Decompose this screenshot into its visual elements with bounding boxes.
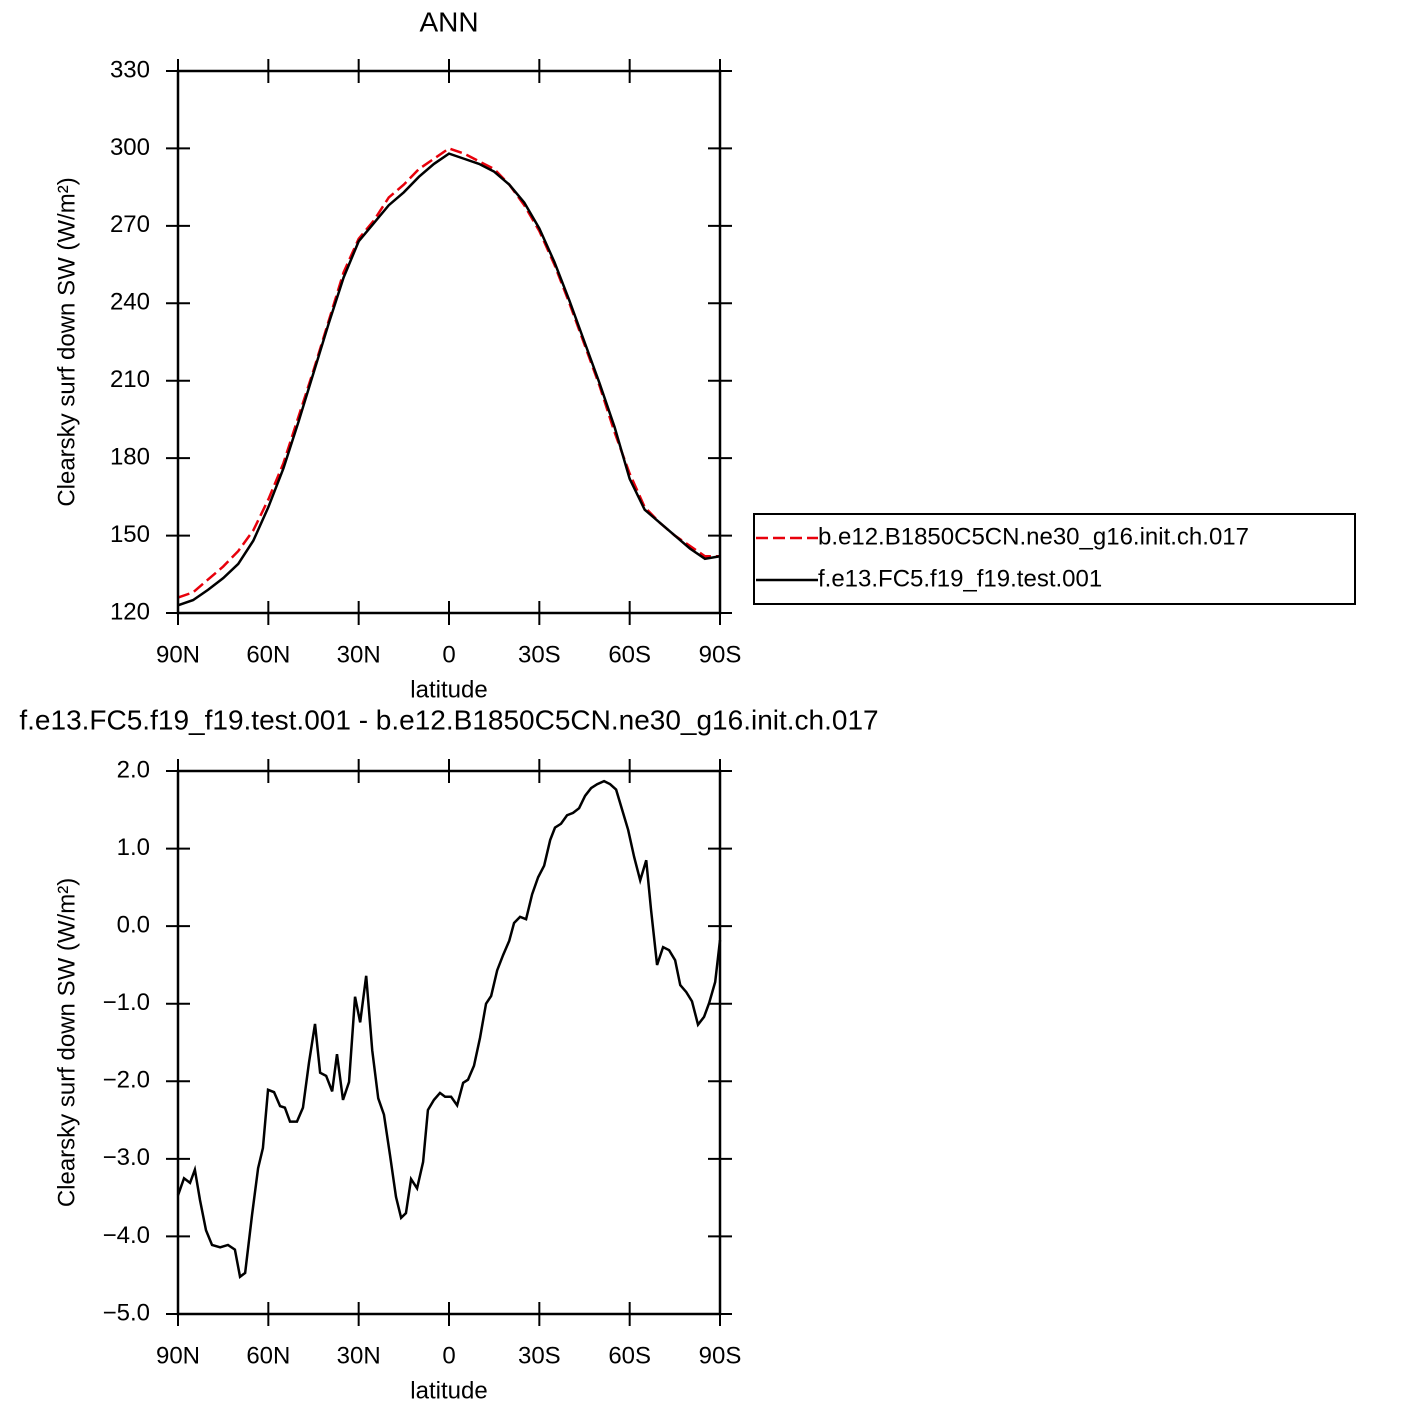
y-axis-label: Clearsky surf down SW (W/m²)	[53, 177, 80, 506]
plot-frame	[176, 69, 722, 615]
y-tick-label: 270	[110, 211, 150, 238]
y-tick-label: −4.0	[103, 1222, 150, 1249]
y-tick-label: −5.0	[103, 1299, 150, 1326]
y-tick-label: 240	[110, 289, 150, 316]
y-tick-label: 180	[110, 443, 150, 470]
y-tick-label: 120	[110, 598, 150, 625]
x-tick-label: 30S	[518, 1342, 561, 1369]
x-tick-label: 90S	[699, 1342, 742, 1369]
x-tick-label: 90N	[156, 641, 200, 668]
x-tick-label: 60N	[246, 1342, 290, 1369]
x-tick-label: 60N	[246, 641, 290, 668]
y-tick-label: 300	[110, 134, 150, 161]
y-axis-label: Clearsky surf down SW (W/m²)	[53, 878, 80, 1207]
x-axis-label: latitude	[410, 676, 487, 703]
x-axis-label: latitude	[410, 1377, 487, 1404]
y-tick-label: −3.0	[103, 1144, 150, 1171]
chart-title: ANN	[419, 6, 478, 37]
x-tick-label: 0	[442, 641, 455, 668]
x-tick-label: 90N	[156, 1342, 200, 1369]
x-tick-label: 60S	[608, 641, 651, 668]
y-tick-label: 330	[110, 56, 150, 83]
legend-label: f.e13.FC5.f19_f19.test.001	[818, 565, 1102, 592]
y-tick-label: 150	[110, 521, 150, 548]
x-tick-label: 90S	[699, 641, 742, 668]
x-tick-label: 60S	[608, 1342, 651, 1369]
y-tick-label: 0.0	[117, 911, 150, 938]
x-tick-label: 30S	[518, 641, 561, 668]
data-line	[177, 152, 721, 607]
plot-frame	[176, 769, 722, 1316]
data-line	[177, 147, 720, 599]
legend-box	[753, 513, 1356, 605]
x-tick-label: 30N	[337, 641, 381, 668]
data-line	[176, 779, 722, 1279]
y-tick-label: −1.0	[103, 989, 150, 1016]
x-tick-label: 30N	[337, 1342, 381, 1369]
chart-title: f.e13.FC5.f19_f19.test.001 - b.e12.B1850…	[19, 704, 878, 735]
y-tick-label: 210	[110, 366, 150, 393]
x-tick-label: 0	[442, 1342, 455, 1369]
y-tick-label: 1.0	[117, 834, 150, 861]
y-tick-label: −2.0	[103, 1067, 150, 1094]
y-tick-label: 2.0	[117, 756, 150, 783]
legend-label: b.e12.B1850C5CN.ne30_g16.init.ch.017	[818, 523, 1249, 550]
